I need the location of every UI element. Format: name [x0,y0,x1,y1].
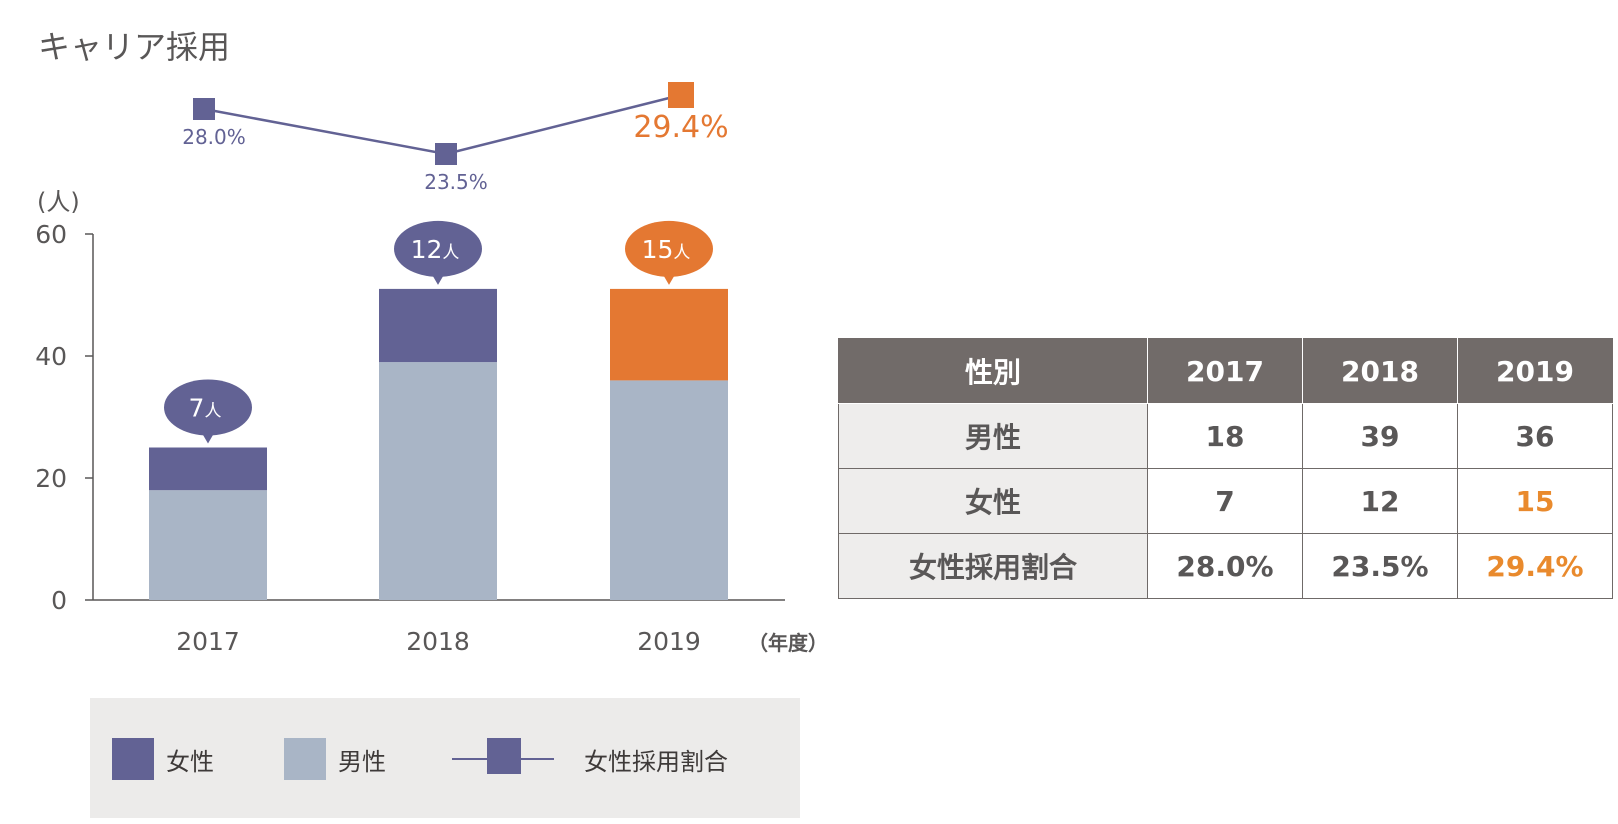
table-cell: 12 [1302,468,1458,534]
table-cell: 28.0% [1147,533,1303,599]
value-bubble-pointer [201,431,215,444]
bar-male [610,380,728,600]
page-title: キャリア採用 [38,28,231,66]
y-tick-label: 0 [51,586,67,615]
legend-label-ratio: 女性採用割合 [584,747,728,776]
y-tick-label: 40 [35,342,67,371]
bar-female [149,447,267,491]
legend-swatch-male [284,738,326,780]
table-cell: 18 [1147,403,1303,469]
data-table: 性別 2017 2018 2019 男性 18 39 36 女性 7 12 15… [838,338,1613,599]
y-axis-label: (人) [37,188,80,216]
table-cell: 36 [1457,403,1613,469]
legend-label-male: 男性 [338,747,386,776]
x-tick-label: 2018 [406,627,470,656]
ratio-label: 28.0% [182,125,246,149]
bar-male [149,490,267,600]
stacked-bar-chart: 0 20 40 60 (人) 7人 2017 12人 2018 15人 2019 （年度） 28.0% 2… [35,82,820,656]
table-header-row: 性別 2017 2018 2019 [838,338,1613,404]
bar-value-label: 15人 [642,235,691,264]
ratio-marker [193,98,215,120]
table-header-cell: 2017 [1147,338,1303,404]
table-row: 女性 7 12 15 [838,468,1613,534]
table-header-cell: 性別 [838,338,1148,404]
y-tick-label: 20 [35,464,67,493]
legend-swatch-female [112,738,154,780]
ratio-marker [435,143,457,165]
table-cell-highlight: 15 [1457,468,1613,534]
value-bubble-pointer [431,272,445,285]
legend-item-female: 女性 [112,738,214,780]
ratio-marker [668,82,694,108]
bar-female [379,288,497,363]
table-row: 男性 18 39 36 [838,403,1613,469]
legend-line-marker [452,738,554,780]
bar-value-label: 12人 [411,235,460,264]
table-row-label: 女性 [838,468,1148,534]
table-row-label: 男性 [838,403,1148,469]
ratio-label: 23.5% [424,170,488,194]
value-bubble [164,379,252,436]
table-header-cell: 2019 [1457,338,1613,404]
bar-male [379,362,497,600]
y-tick-label: 60 [35,220,67,249]
table-row: 女性採用割合 28.0% 23.5% 29.4% [838,533,1613,599]
table-cell: 39 [1302,403,1458,469]
bar-female [610,288,728,381]
table-header-cell: 2018 [1302,338,1458,404]
table-cell-highlight: 29.4% [1457,533,1613,599]
legend-label-female: 女性 [166,747,214,776]
x-tick-label: 2017 [176,627,240,656]
legend-item-male: 男性 [284,738,386,780]
x-axis-label: （年度） [748,631,820,655]
value-bubble-pointer [662,272,676,285]
bar-value-label: 7人 [189,394,222,423]
ratio-label: 29.4% [633,110,728,145]
value-bubble [394,220,482,277]
chart-legend: 女性 男性 女性採用割合 [90,698,800,818]
table-cell: 7 [1147,468,1303,534]
table-cell: 23.5% [1302,533,1458,599]
table-row-label: 女性採用割合 [838,533,1148,599]
value-bubble [625,220,713,277]
x-tick-label: 2019 [637,627,701,656]
legend-item-ratio: 女性採用割合 [452,738,728,780]
